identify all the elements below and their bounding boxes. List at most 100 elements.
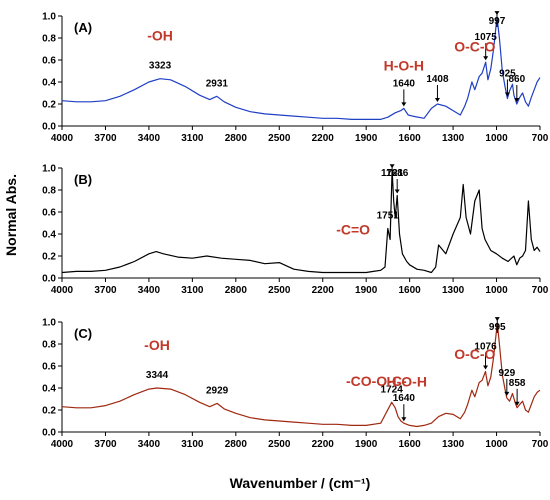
peak-label: 929: [498, 368, 515, 379]
y-tick-label: 0.0: [42, 122, 56, 133]
x-tick-label: 1900: [355, 133, 378, 144]
peak-arrowhead: [504, 391, 510, 396]
peak-label: 1640: [393, 78, 416, 89]
peak-label: 3323: [149, 61, 172, 72]
panel-label: (C): [74, 326, 92, 341]
peak-label: 1724: [381, 384, 404, 395]
panel-label: (A): [74, 20, 92, 35]
x-tick-label: 1900: [355, 439, 378, 450]
functional-group-label: H-O-H: [384, 57, 424, 73]
y-tick-label: 0.2: [42, 406, 56, 417]
x-tick-label: 1600: [399, 285, 422, 296]
x-tick-label: 1600: [399, 133, 422, 144]
peak-arrowhead: [401, 417, 407, 422]
y-tick-label: 1.0: [42, 164, 56, 175]
panel-3: 0.0 0.2 0.4 0.6 0.8 1.0 4000 3700 3400 3100 2800 25…: [42, 317, 549, 450]
x-tick-label: 1000: [485, 285, 508, 296]
x-tick-label: 1900: [355, 285, 378, 296]
spectrum-line: [61, 322, 541, 428]
panel-2: 0.0 0.2 0.4 0.6 0.8 1.0 4000 3700 3400 3100 2800 25…: [42, 164, 549, 297]
peak-arrowhead: [401, 102, 407, 107]
peak-label: 1640: [393, 393, 416, 404]
x-tick-label: 3100: [181, 285, 204, 296]
functional-group-label: -C=O: [336, 222, 370, 238]
x-tick-label: 1000: [485, 133, 508, 144]
y-tick-label: 0.2: [42, 252, 56, 263]
peak-label: 3344: [146, 370, 169, 381]
y-tick-label: 0.6: [42, 208, 56, 219]
y-tick-label: 0.8: [42, 186, 56, 197]
peak-label: 860: [508, 74, 525, 85]
x-tick-label: 2800: [225, 285, 248, 296]
x-tick-label: 2500: [268, 285, 291, 296]
functional-group-label: -OH: [144, 337, 170, 353]
peak-arrowhead: [389, 164, 395, 169]
functional-group-label: H-O-H: [387, 373, 427, 389]
x-tick-label: 2500: [268, 439, 291, 450]
x-tick-label: 3400: [138, 439, 161, 450]
y-tick-label: 1.0: [42, 12, 56, 23]
x-tick-label: 700: [532, 439, 549, 450]
x-tick-label: 700: [532, 285, 549, 296]
x-tick-label: 2800: [225, 133, 248, 144]
y-axis-title: Normal Abs.: [3, 174, 19, 256]
x-tick-label: 3700: [94, 439, 117, 450]
functional-group-label: O-C-O: [454, 346, 495, 362]
peak-label: 1408: [426, 74, 449, 85]
functional-group-label: -OH: [147, 28, 173, 44]
y-tick-label: 0.8: [42, 34, 56, 45]
x-tick-label: 4000: [51, 439, 74, 450]
y-tick-label: 0.8: [42, 340, 56, 351]
functional-group-label: -CO-O-C-: [346, 373, 407, 389]
peak-label: 925: [499, 69, 516, 80]
peak-arrowhead: [483, 56, 489, 61]
spectrum-line: [61, 169, 541, 274]
x-tick-label: 1300: [442, 285, 465, 296]
x-tick-label: 4000: [51, 285, 74, 296]
y-tick-label: 0.4: [42, 78, 56, 89]
peak-arrowhead: [483, 365, 489, 370]
x-tick-label: 3700: [94, 133, 117, 144]
x-tick-label: 3100: [181, 133, 204, 144]
y-tick-label: 0.6: [42, 362, 56, 373]
x-tick-label: 1000: [485, 439, 508, 450]
x-tick-label: 2200: [312, 285, 335, 296]
x-tick-label: 2500: [268, 133, 291, 144]
y-tick-label: 0.0: [42, 274, 56, 285]
peak-label: 1686: [386, 168, 409, 179]
peak-arrowhead: [514, 401, 520, 406]
peak-arrowhead: [494, 11, 500, 16]
x-tick-label: 3400: [138, 285, 161, 296]
x-axis-title: Wavenumber / (cm⁻¹): [230, 475, 371, 491]
y-tick-label: 0.2: [42, 100, 56, 111]
x-tick-label: 3100: [181, 439, 204, 450]
peak-label: 858: [509, 378, 526, 389]
panels: 0.0 0.2 0.4 0.6 0.8 1.0 4000 3700 3400 3100 2800 25…: [42, 11, 549, 450]
peak-label: 1751: [377, 211, 400, 222]
functional-group-label: O-C-O: [454, 39, 495, 55]
peak-label: 2931: [206, 78, 229, 89]
x-tick-label: 1600: [399, 439, 422, 450]
x-tick-label: 1300: [442, 439, 465, 450]
peak-arrowhead: [514, 98, 520, 102]
x-tick-label: 2800: [225, 439, 248, 450]
peak-arrowhead: [494, 317, 500, 322]
x-tick-label: 700: [532, 133, 549, 144]
x-tick-label: 3700: [94, 285, 117, 296]
peak-arrowhead: [394, 189, 400, 194]
y-tick-label: 0.4: [42, 384, 56, 395]
peak-label: 1076: [474, 342, 497, 353]
peak-arrowhead: [504, 92, 510, 97]
x-tick-label: 4000: [51, 133, 74, 144]
panel-label: (B): [74, 172, 92, 187]
x-tick-label: 1300: [442, 133, 465, 144]
y-tick-label: 0.6: [42, 56, 56, 67]
peak-label: 1075: [475, 32, 498, 43]
spectrum-line: [61, 16, 541, 120]
peak-label: 2929: [206, 385, 229, 396]
peak-arrowhead: [434, 98, 440, 102]
y-tick-label: 0.0: [42, 428, 56, 439]
x-tick-label: 3400: [138, 133, 161, 144]
x-tick-label: 2200: [312, 439, 335, 450]
